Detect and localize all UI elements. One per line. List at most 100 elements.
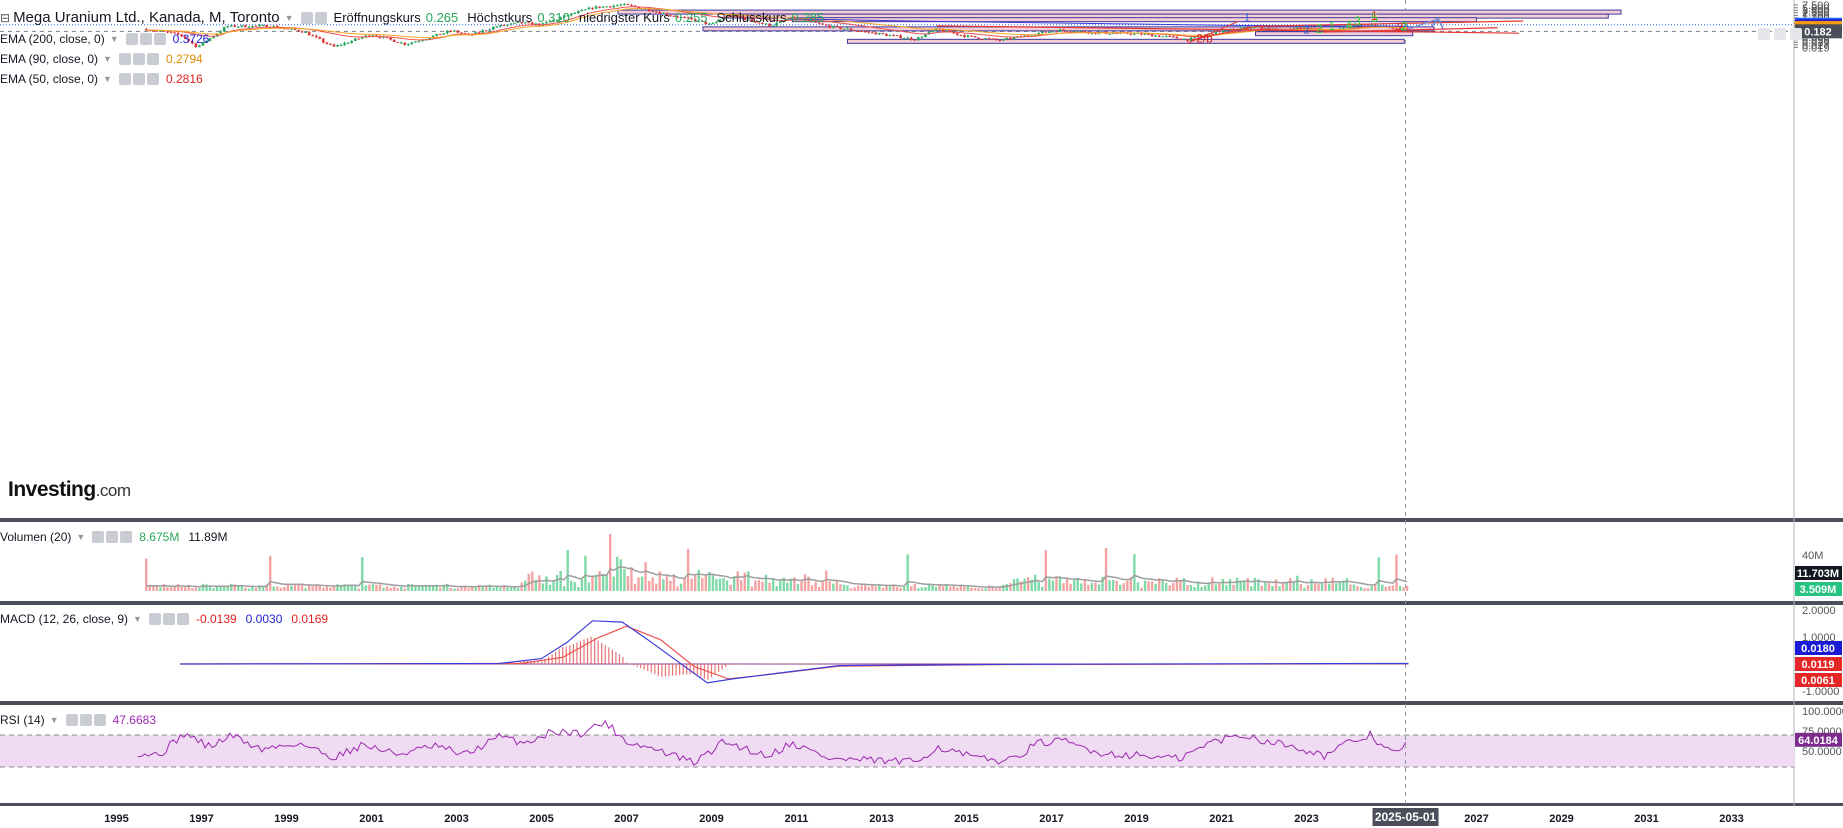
volume-bar xyxy=(513,587,516,591)
candle-body xyxy=(226,26,230,28)
volume-bar xyxy=(892,584,895,591)
volume-bar xyxy=(247,588,251,591)
volume-bar xyxy=(414,586,417,591)
candle-body xyxy=(205,40,208,43)
volume-bar xyxy=(708,571,711,591)
chevron-down-icon[interactable]: ▼ xyxy=(284,12,294,23)
candle-body xyxy=(368,35,371,37)
pane-controls[interactable] xyxy=(1758,28,1802,40)
volume-bar xyxy=(1005,584,1009,591)
eye-icon[interactable] xyxy=(125,33,138,45)
chevron-down-icon[interactable]: ▼ xyxy=(103,54,112,64)
chevron-down-icon[interactable]: ▼ xyxy=(76,532,86,542)
close-icon[interactable] xyxy=(153,33,166,45)
volume-bar xyxy=(697,569,700,591)
candle-body xyxy=(998,39,1002,41)
volume-bar xyxy=(258,585,261,591)
candle-body xyxy=(888,35,892,37)
candle-body xyxy=(396,41,400,43)
volume-bar xyxy=(584,555,587,591)
time-tick-label: 2005 xyxy=(529,813,553,825)
gear-icon[interactable] xyxy=(314,11,327,24)
volume-bar xyxy=(984,588,987,591)
candle-body xyxy=(144,29,148,31)
candle-body xyxy=(346,42,350,44)
macd-tag: 0.0119 xyxy=(1801,659,1834,671)
volume-bar xyxy=(237,586,240,591)
volume-bar xyxy=(240,585,244,591)
candle-body xyxy=(201,42,205,46)
volume-bar xyxy=(732,576,736,591)
volume-bar xyxy=(1211,577,1214,591)
volume-tag: 3.509M xyxy=(1800,584,1837,596)
candle-body xyxy=(548,21,552,23)
chevron-down-icon[interactable]: ▼ xyxy=(49,715,59,725)
collapse-icon[interactable]: ⊟ xyxy=(0,10,11,25)
gear-icon[interactable] xyxy=(132,53,145,65)
volume-bar xyxy=(715,579,718,591)
arrow-up-icon[interactable] xyxy=(1758,28,1770,40)
volume-bar xyxy=(1349,584,1352,591)
gear-icon[interactable] xyxy=(162,613,175,625)
volume-bar xyxy=(230,583,233,591)
candle-body xyxy=(1242,27,1246,29)
volume-bar xyxy=(1129,577,1133,591)
volume-bar xyxy=(279,587,283,591)
volume-bar xyxy=(1345,578,1349,591)
volume-bar xyxy=(219,585,222,591)
volume-bar xyxy=(970,587,973,591)
volume-bar xyxy=(442,584,445,591)
close-icon[interactable] xyxy=(93,714,106,726)
candle-body xyxy=(630,4,633,6)
volume-average-line xyxy=(146,566,1408,588)
eye-icon[interactable] xyxy=(92,531,105,543)
ema90-name: EMA (90, close, 0) xyxy=(0,52,99,66)
volume-bar xyxy=(782,577,785,591)
chevron-down-icon[interactable]: ▼ xyxy=(103,74,112,84)
volume-bar xyxy=(924,587,927,591)
eye-icon[interactable] xyxy=(65,714,78,726)
candle-body xyxy=(520,22,523,24)
eye-icon[interactable] xyxy=(300,11,313,24)
volume-bar xyxy=(187,584,190,591)
candle-body xyxy=(920,37,924,39)
volume-bar xyxy=(1076,577,1079,591)
close-icon[interactable] xyxy=(1790,28,1802,40)
arrow-down-icon[interactable] xyxy=(1774,28,1786,40)
eye-icon[interactable] xyxy=(118,53,131,65)
chevron-down-icon[interactable]: ▼ xyxy=(109,34,119,44)
volume-bar xyxy=(460,586,463,591)
volume-bar xyxy=(931,585,934,591)
volume-bar xyxy=(913,583,916,591)
volume-bar xyxy=(1182,578,1186,591)
candle-body xyxy=(1140,32,1143,35)
candle-body xyxy=(304,31,307,33)
candle-body xyxy=(654,11,658,13)
eye-icon[interactable] xyxy=(118,73,131,85)
candle-body xyxy=(913,39,917,41)
volume-bar xyxy=(350,584,353,591)
volume-bar xyxy=(463,585,467,591)
close-icon[interactable] xyxy=(146,73,159,85)
gear-icon[interactable] xyxy=(139,33,152,45)
gear-icon[interactable] xyxy=(106,531,119,543)
gear-icon[interactable] xyxy=(132,73,145,85)
gear-icon[interactable] xyxy=(79,714,92,726)
chevron-down-icon[interactable]: ▼ xyxy=(133,614,142,624)
close-icon[interactable] xyxy=(176,613,189,625)
volume-bar xyxy=(860,585,863,591)
volume-bar xyxy=(973,587,977,591)
time-tick-label: 2017 xyxy=(1039,813,1063,825)
volume-bar xyxy=(1143,580,1147,591)
volume-bar xyxy=(222,586,226,591)
volume-bar xyxy=(825,570,828,591)
macd-tag-bg xyxy=(1795,673,1842,687)
candle-body xyxy=(343,42,346,45)
candle-body xyxy=(885,34,888,36)
trend-line xyxy=(1408,18,1439,30)
close-icon[interactable] xyxy=(120,531,133,543)
eye-icon[interactable] xyxy=(148,613,161,625)
close-icon[interactable] xyxy=(146,53,159,65)
legend-actions[interactable] xyxy=(300,11,327,24)
